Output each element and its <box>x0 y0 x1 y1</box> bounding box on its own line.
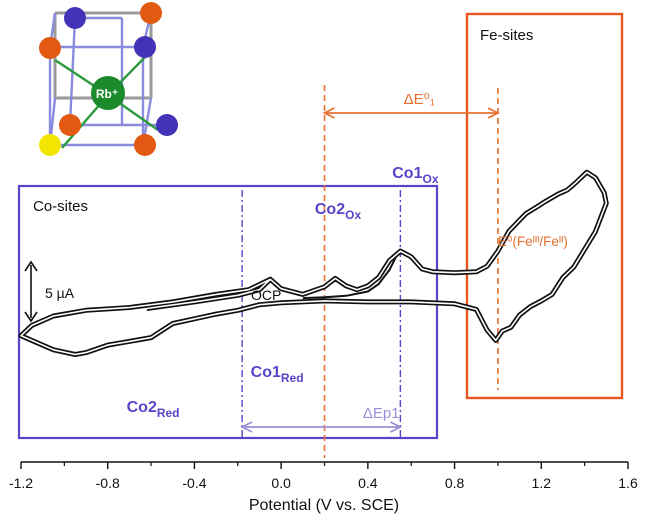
fe-sites-label: Fe-sites <box>480 27 533 44</box>
x-tick-label: -1.2 <box>9 475 33 491</box>
co-sites-box <box>17 184 439 440</box>
cv-traces <box>18 169 609 357</box>
fe-atom-4 <box>134 134 156 156</box>
x-tick-label: 1.6 <box>618 475 638 491</box>
delta-e0-arrow <box>322 107 500 119</box>
x-tick-label: 0.8 <box>445 475 465 491</box>
delta-e0-arrow-head-left <box>322 107 335 119</box>
x-axis: -1.2 -0.8 -0.4 0.0 0.4 0.8 1.2 1.6 <box>9 461 638 491</box>
fe-sites-box <box>465 12 624 400</box>
ocp-label: OCP <box>251 287 281 303</box>
co1-ox-label: Co1Ox <box>392 165 439 186</box>
scale-bar-label: 5 µA <box>45 285 75 301</box>
cv-trace-inner <box>20 171 608 356</box>
co2-red-label: Co2Red <box>127 399 180 420</box>
crystal-structure-inset: Rb⁺ <box>39 2 178 156</box>
fe-atom-1 <box>140 2 162 24</box>
yellow-atom <box>39 134 61 156</box>
rb-ion-label: Rb⁺ <box>96 87 118 101</box>
x-tick-label: 0.4 <box>358 475 378 491</box>
current-scale-bar: 5 µA <box>24 260 75 323</box>
delta-e0-label: ΔE⁰₁ <box>404 91 435 108</box>
x-tick-label: -0.4 <box>182 475 206 491</box>
delta-ep-arrow <box>240 421 403 433</box>
cv-trace-outer <box>18 169 609 357</box>
x-tick-label: -0.8 <box>96 475 120 491</box>
rb-atom <box>91 76 125 110</box>
co-sites-label: Co-sites <box>33 198 88 215</box>
fe-atom-2 <box>39 37 61 59</box>
fe-e0-label: E⁰(Feᴵᴵᴵ/Feᴵᴵ) <box>498 234 568 249</box>
co1-red-label: Co1Red <box>251 364 304 385</box>
x-tick-label: 1.2 <box>532 475 552 491</box>
x-axis-title: Potential (V vs. SCE) <box>249 497 399 514</box>
delta-ep-arrow-head-right <box>389 421 403 433</box>
delta-ep-arrow-head-left <box>240 421 253 433</box>
fe-atom-3 <box>59 114 81 136</box>
scale-bar-arrow-bottom <box>24 311 38 323</box>
x-tick-label: 0.0 <box>271 475 291 491</box>
scale-bar-arrow-top <box>24 260 38 272</box>
co-atom-2 <box>134 36 156 58</box>
guide-lines <box>240 85 500 458</box>
delta-ep-label: ΔEp1 <box>363 405 400 422</box>
co2-ox-label: Co2Ox <box>315 201 362 222</box>
co-atom-1 <box>64 7 86 29</box>
peak-labels: Co1Ox Co2Ox Co1Red Co2Red OCP E⁰(Feᴵᴵᴵ/Feᴵᴵ) Δ… <box>127 91 568 422</box>
delta-e0-arrow-head-right <box>487 107 500 119</box>
ocp-branch-line <box>302 256 397 300</box>
co-atom-3 <box>156 114 178 136</box>
